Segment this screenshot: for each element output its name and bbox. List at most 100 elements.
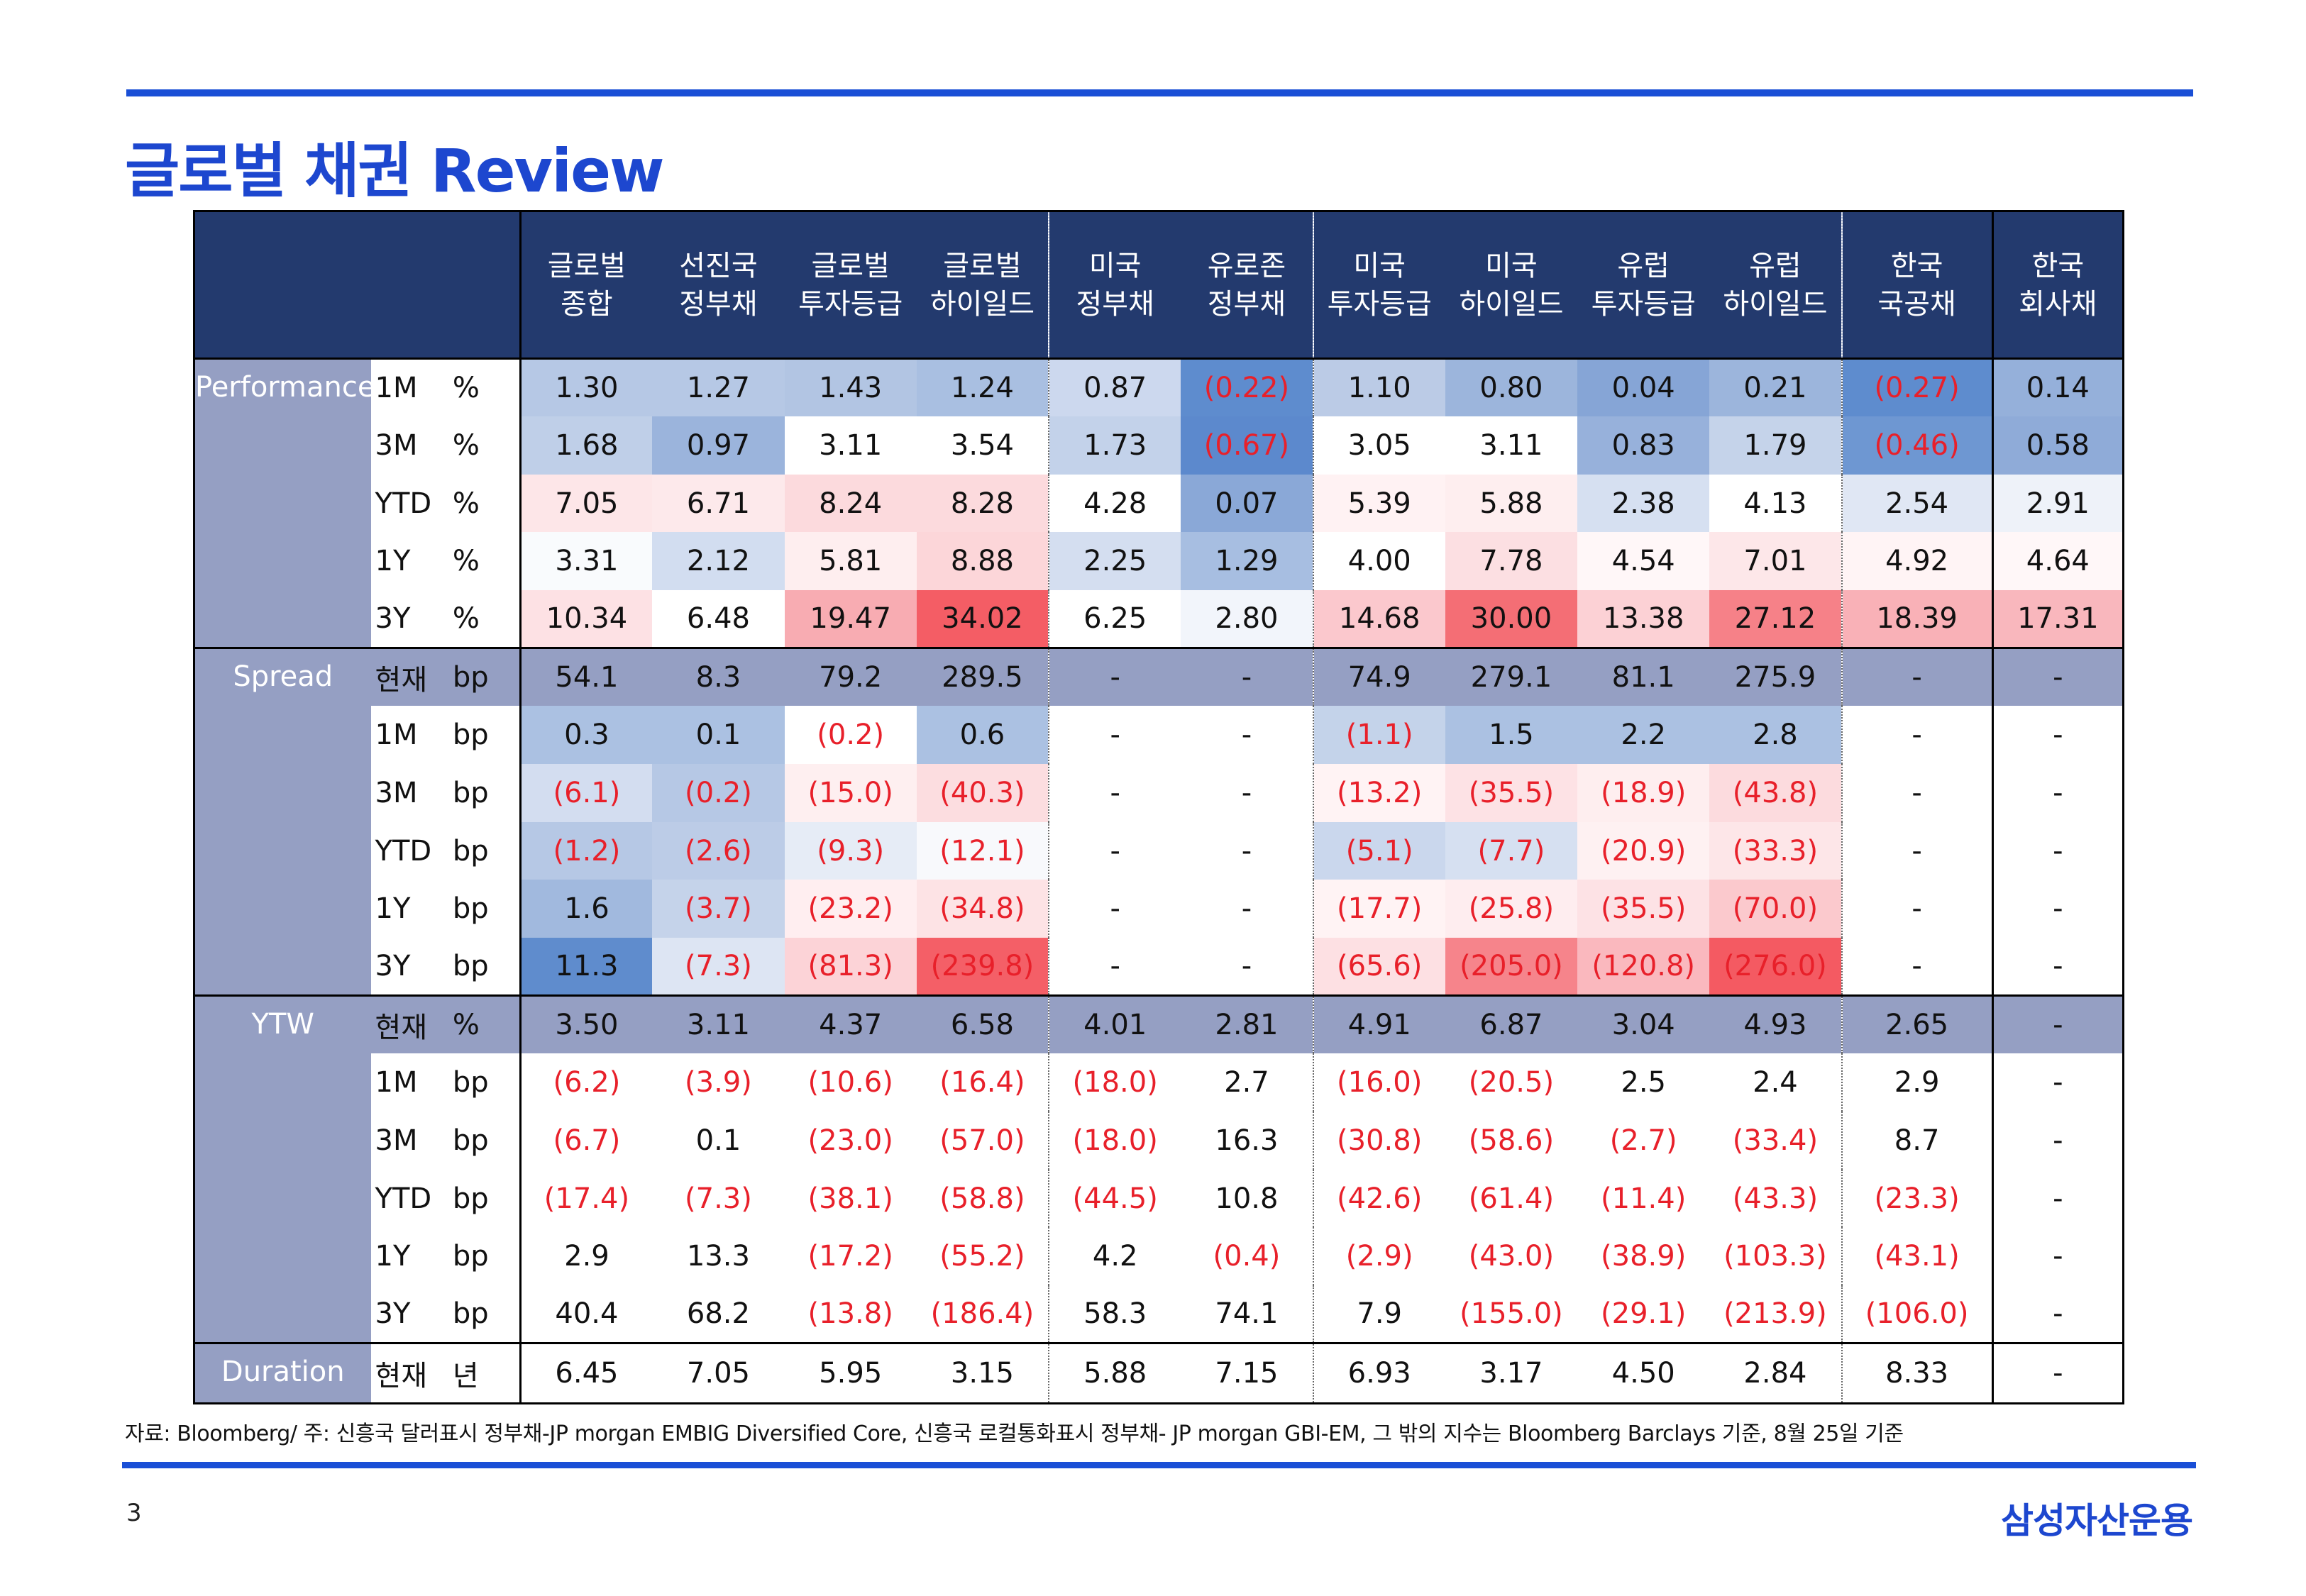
value-cell: 0.1 <box>652 1112 785 1170</box>
value-cell: 10.34 <box>520 590 653 648</box>
value-cell: 8.88 <box>916 532 1049 591</box>
value-cell: (30.8) <box>1312 1112 1445 1170</box>
value-cell: 6.45 <box>520 1342 653 1404</box>
table-row: Performance 1M% 1.30 1.27 1.43 1.24 0.87 (0.22)… <box>192 357 2125 648</box>
value-cell: (15.0) <box>784 764 917 822</box>
row-unit: % <box>446 590 522 648</box>
value-cell: 1.29 <box>1181 532 1313 591</box>
value-cell: (5.1) <box>1312 821 1445 880</box>
value-cell: 3.50 <box>520 994 653 1054</box>
value-cell: 2.25 <box>1048 532 1181 591</box>
value-cell: 0.97 <box>652 416 785 475</box>
value-cell: 0.83 <box>1577 416 1710 475</box>
row-period: YTD <box>370 821 447 880</box>
column-header-line2: 하이일드 <box>929 287 1035 321</box>
value-cell: 2.84 <box>1709 1342 1842 1404</box>
value-cell: (1.1) <box>1312 706 1445 765</box>
value-cell: 1.79 <box>1709 416 1842 475</box>
value-cell: - <box>1181 938 1313 996</box>
section-label: Duration <box>192 1342 371 1404</box>
value-cell: 79.2 <box>784 647 917 706</box>
value-cell: (3.7) <box>652 880 785 938</box>
value-cell: (25.8) <box>1445 880 1578 938</box>
column-header-line2: 정부채 <box>1207 287 1286 321</box>
value-cell: 54.1 <box>520 647 653 706</box>
section-label: Spread <box>192 647 371 996</box>
value-cell: 0.87 <box>1048 358 1181 417</box>
value-cell: (13.2) <box>1312 764 1445 822</box>
column-header: 글로벌 종합 <box>519 210 653 359</box>
row-period: 3M <box>370 416 447 475</box>
value-cell: 3.05 <box>1312 416 1445 475</box>
value-cell: (18.0) <box>1048 1112 1181 1170</box>
value-cell: (10.6) <box>784 1053 917 1112</box>
value-cell: 0.3 <box>520 706 653 765</box>
value-cell: 4.92 <box>1841 532 1993 591</box>
value-cell: 0.04 <box>1577 358 1710 417</box>
value-cell: - <box>1841 880 1993 938</box>
value-cell: 7.05 <box>520 474 653 533</box>
value-cell: (43.3) <box>1709 1169 1842 1228</box>
value-cell: (16.4) <box>916 1053 1049 1112</box>
column-header-line1: 글로벌 <box>811 249 890 282</box>
row-period: 1M <box>370 358 447 417</box>
value-cell: (6.7) <box>520 1112 653 1170</box>
value-cell: - <box>1048 821 1181 880</box>
table-body: Performance 1M% 1.30 1.27 1.43 1.24 0.87 (0.22)… <box>192 357 2125 1404</box>
value-cell: (11.4) <box>1577 1169 1710 1228</box>
value-cell: 6.71 <box>652 474 785 533</box>
value-cell: (35.5) <box>1577 880 1710 938</box>
row-unit: % <box>446 532 522 591</box>
column-header: 유럽 투자등급 <box>1577 210 1710 359</box>
value-cell: 2.38 <box>1577 474 1710 533</box>
column-header-line1: 미국 <box>1485 249 1538 282</box>
value-cell: 58.3 <box>1048 1285 1181 1343</box>
value-cell: (0.67) <box>1181 416 1313 475</box>
header-blank-cell <box>193 210 521 359</box>
column-header-line1: 유로존 <box>1207 249 1286 282</box>
value-cell: 68.2 <box>652 1285 785 1343</box>
value-cell: - <box>1048 880 1181 938</box>
column-header-line1: 한국 <box>1890 249 1943 282</box>
row-unit: % <box>446 994 522 1054</box>
section-label-text: Duration <box>221 1356 345 1389</box>
value-cell: 2.8 <box>1709 706 1842 765</box>
value-cell: 3.11 <box>1445 416 1578 475</box>
section-label: Performance <box>192 357 371 648</box>
value-cell: (0.2) <box>652 764 785 822</box>
value-cell: (103.3) <box>1709 1227 1842 1285</box>
value-cell: 34.02 <box>916 590 1049 648</box>
value-cell: 10.8 <box>1181 1169 1313 1228</box>
value-cell: 4.28 <box>1048 474 1181 533</box>
value-cell: - <box>1841 706 1993 765</box>
value-cell: 4.01 <box>1048 994 1181 1054</box>
value-cell: (7.3) <box>652 1169 785 1228</box>
row-period: 3M <box>370 1112 447 1170</box>
row-unit: bp <box>446 764 522 822</box>
value-cell: - <box>1048 764 1181 822</box>
value-cell: 4.2 <box>1048 1227 1181 1285</box>
value-cell: (2.7) <box>1577 1112 1710 1170</box>
value-cell: (44.5) <box>1048 1169 1181 1228</box>
footnote: 자료: Bloomberg/ 주: 신흥국 달러표시 정부채-JP morgan… <box>125 1422 1904 1446</box>
value-cell: (120.8) <box>1577 938 1710 996</box>
value-cell: 16.3 <box>1181 1112 1313 1170</box>
value-cell: - <box>1181 880 1313 938</box>
value-cell: 27.12 <box>1709 590 1842 648</box>
value-cell: - <box>1991 1227 2125 1285</box>
table-row: YTD bp (1.2) (2.6) (9.3) (12.1) - - (5.1) (7.7) (2… <box>194 821 2125 880</box>
column-header: 한국 국공채 <box>1841 210 1993 359</box>
value-cell: 5.88 <box>1048 1342 1181 1404</box>
column-header-line1: 미국 <box>1353 249 1406 282</box>
value-cell: (276.0) <box>1709 938 1842 996</box>
value-cell: 4.54 <box>1577 532 1710 591</box>
value-cell: 11.3 <box>520 938 653 996</box>
row-period: 3Y <box>370 590 447 648</box>
row-period: 1Y <box>370 1227 447 1285</box>
value-cell: 275.9 <box>1709 647 1842 706</box>
table-row: 1M bp (6.2) (3.9) (10.6) (16.4) (18.0) 2.7 (16.0… <box>194 1053 2125 1112</box>
value-cell: 7.78 <box>1445 532 1578 591</box>
value-cell: (1.2) <box>520 821 653 880</box>
value-cell: (0.46) <box>1841 416 1993 475</box>
